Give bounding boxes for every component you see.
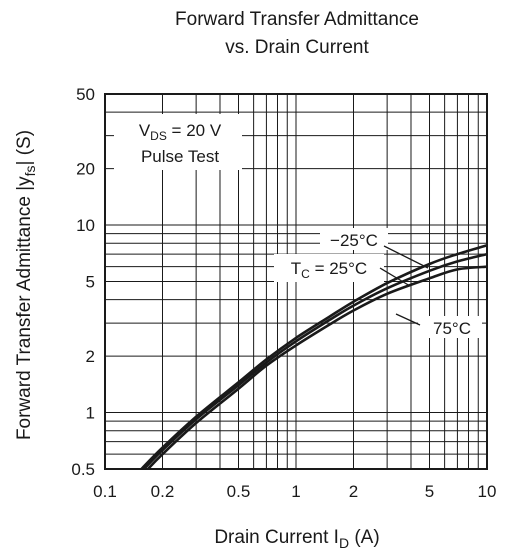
series-line-2 [147, 265, 488, 470]
y-axis-label: Forward Transfer Admittance |yfs| (S) [14, 130, 38, 440]
x-tick-label: 0.1 [93, 482, 117, 501]
chart-title: Forward Transfer Admittance [175, 9, 419, 30]
y-tick-label: 5 [86, 273, 95, 292]
x-tick-labels: 0.1 0.2 0.5 1 2 5 10 [93, 482, 496, 501]
x-tick-label: 0.2 [151, 482, 175, 501]
y-tick-label: 20 [76, 160, 95, 179]
series-label-25: TC = 25°C [291, 259, 367, 281]
x-tick-label: 0.5 [227, 482, 251, 501]
conditions-box-bg [114, 114, 242, 170]
y-tick-label: 1 [86, 404, 95, 423]
x-axis-label: Drain Current ID (A) [214, 527, 379, 551]
x-tick-label: 2 [349, 482, 358, 501]
plot-frame [104, 93, 488, 470]
grid [105, 94, 487, 469]
series-label-minus25: −25°C [330, 231, 378, 250]
series-label-75: 75°C [433, 319, 471, 338]
y-tick-label: 50 [76, 85, 95, 104]
x-tick-label: 10 [478, 482, 497, 501]
chart-subtitle: vs. Drain Current [225, 37, 369, 58]
conditions-pulse: Pulse Test [141, 147, 219, 166]
label-bg-75 [418, 316, 482, 338]
leader-25 [379, 267, 411, 287]
label-bg-minus25 [320, 228, 388, 250]
leader-minus25 [383, 245, 429, 269]
y-tick-labels: 0.5 1 2 5 10 20 50 [71, 85, 95, 479]
x-tick-label: 5 [425, 482, 434, 501]
leader-75 [395, 313, 421, 326]
y-tick-label: 2 [86, 347, 95, 366]
conditions-vds: VDS = 20 V [139, 121, 222, 143]
x-tick-label: 1 [291, 482, 300, 501]
y-tick-label: 0.5 [71, 460, 95, 479]
label-bg-25 [274, 254, 384, 282]
series-labels: −25°C TC = 25°C 75°C [274, 228, 482, 338]
series-line-1 [143, 252, 488, 470]
y-tick-label: 10 [76, 216, 95, 235]
curves [140, 244, 488, 470]
series-line-0 [140, 244, 488, 470]
conditions-box: VDS = 20 V Pulse Test [114, 114, 242, 170]
